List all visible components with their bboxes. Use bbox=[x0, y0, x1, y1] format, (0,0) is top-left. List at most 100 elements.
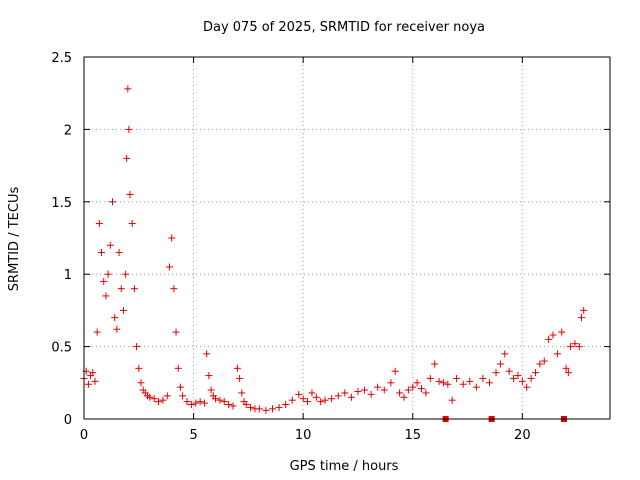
data-point bbox=[124, 85, 132, 93]
data-point bbox=[233, 364, 241, 372]
data-point bbox=[466, 377, 474, 385]
data-point bbox=[321, 396, 329, 404]
data-point bbox=[387, 379, 395, 387]
data-point bbox=[137, 379, 145, 387]
y-tick-label: 1.5 bbox=[51, 196, 72, 211]
x-tick-label: 20 bbox=[514, 428, 531, 443]
data-point bbox=[431, 360, 439, 368]
data-point bbox=[130, 285, 138, 293]
data-point bbox=[104, 270, 112, 278]
data-point bbox=[444, 380, 452, 388]
x-tick-label: 15 bbox=[404, 428, 421, 443]
grid-lines bbox=[84, 57, 610, 419]
x-tick-label: 5 bbox=[189, 428, 197, 443]
data-point bbox=[540, 357, 548, 365]
data-point bbox=[165, 263, 173, 271]
data-point bbox=[558, 328, 566, 336]
data-point bbox=[170, 285, 178, 293]
data-point bbox=[422, 389, 430, 397]
data-point bbox=[174, 364, 182, 372]
data-point bbox=[439, 379, 447, 387]
data-point bbox=[220, 398, 228, 406]
y-tick-label: 2.5 bbox=[51, 51, 72, 66]
data-point bbox=[380, 386, 388, 394]
data-point bbox=[255, 405, 263, 413]
data-point bbox=[172, 328, 180, 336]
data-point bbox=[187, 401, 195, 409]
x-tick-label: 10 bbox=[295, 428, 312, 443]
data-point bbox=[472, 383, 480, 391]
data-point bbox=[523, 383, 531, 391]
data-point bbox=[275, 403, 283, 411]
data-point bbox=[317, 398, 325, 406]
data-point bbox=[225, 401, 233, 409]
data-point bbox=[347, 393, 355, 401]
plot-frame bbox=[83, 56, 611, 420]
data-point bbox=[102, 292, 110, 300]
data-point bbox=[518, 377, 526, 385]
data-point bbox=[126, 191, 134, 199]
data-point bbox=[203, 350, 211, 358]
data-point bbox=[84, 380, 92, 388]
x-axis-label: GPS time / hours bbox=[290, 459, 399, 474]
data-point bbox=[106, 241, 114, 249]
data-point bbox=[163, 392, 171, 400]
data-point bbox=[580, 306, 588, 314]
data-point bbox=[216, 396, 224, 404]
data-point bbox=[122, 270, 130, 278]
data-point bbox=[367, 390, 375, 398]
data-point bbox=[391, 367, 399, 375]
chart-title: Day 075 of 2025, SRMTID for receiver noy… bbox=[203, 20, 485, 35]
data-point bbox=[111, 314, 119, 322]
data-point bbox=[567, 343, 575, 351]
data-point bbox=[549, 331, 557, 339]
data-point bbox=[115, 248, 123, 256]
data-point bbox=[146, 393, 154, 401]
data-point bbox=[453, 374, 461, 382]
data-point bbox=[361, 386, 369, 394]
data-point bbox=[575, 343, 583, 351]
data-point bbox=[183, 398, 191, 406]
data-point bbox=[247, 403, 255, 411]
data-point bbox=[564, 369, 572, 377]
data-point bbox=[192, 399, 200, 407]
data-point bbox=[229, 402, 237, 410]
y-tick-label: 2 bbox=[64, 123, 72, 138]
data-points bbox=[80, 85, 588, 422]
data-point bbox=[196, 398, 204, 406]
data-point bbox=[531, 369, 539, 377]
data-point bbox=[418, 385, 426, 393]
data-point bbox=[159, 396, 167, 404]
data-point bbox=[201, 399, 209, 407]
data-point bbox=[479, 374, 487, 382]
data-point bbox=[299, 395, 307, 403]
data-point bbox=[133, 343, 141, 351]
data-point bbox=[212, 395, 219, 403]
data-point bbox=[341, 389, 349, 397]
y-tick-label: 0.5 bbox=[51, 341, 72, 356]
data-point bbox=[485, 379, 493, 387]
data-point bbox=[155, 398, 163, 406]
data-point bbox=[413, 379, 421, 387]
data-point bbox=[553, 350, 561, 358]
data-point bbox=[545, 335, 553, 343]
data-point bbox=[295, 390, 303, 398]
data-point bbox=[168, 234, 176, 242]
y-axis-label: SRMTID / TECUs bbox=[7, 187, 22, 292]
y-tick-label: 1 bbox=[64, 268, 72, 283]
data-point bbox=[459, 380, 467, 388]
data-point bbox=[125, 125, 133, 133]
data-point bbox=[89, 369, 97, 377]
data-point bbox=[312, 393, 320, 401]
data-point bbox=[435, 377, 443, 385]
data-point bbox=[205, 372, 213, 380]
data-point bbox=[242, 401, 250, 409]
data-point bbox=[176, 383, 184, 391]
y-tick-label: 0 bbox=[64, 413, 72, 428]
data-point bbox=[510, 374, 518, 382]
data-point bbox=[374, 383, 382, 391]
data-point bbox=[128, 220, 136, 228]
data-point bbox=[426, 374, 434, 382]
data-point bbox=[505, 367, 513, 375]
